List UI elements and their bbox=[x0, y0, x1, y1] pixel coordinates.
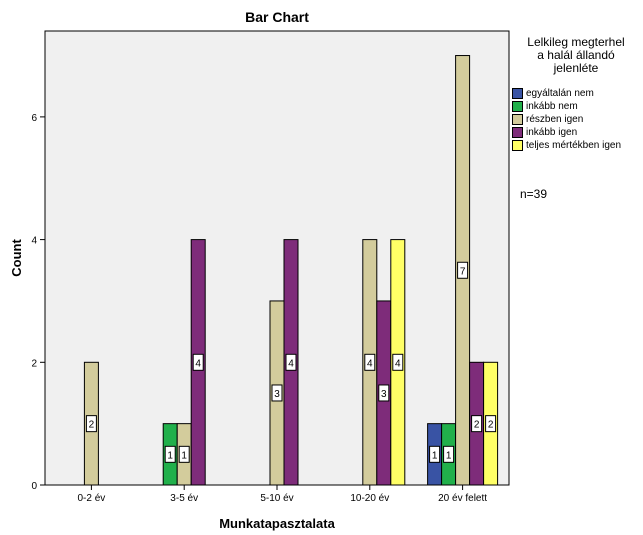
y-tick-label: 4 bbox=[31, 236, 37, 247]
data-label-box bbox=[85, 415, 97, 433]
data-label-box bbox=[429, 445, 441, 463]
legend-item: teljes mértékben igen bbox=[512, 139, 640, 152]
data-label-box bbox=[164, 445, 176, 463]
data-label: 2 bbox=[474, 420, 480, 431]
legend-items: egyáltalán nem inkább nem részben igen inká… bbox=[512, 87, 640, 152]
data-label-box bbox=[364, 353, 376, 371]
x-tick-label: 0-2 év bbox=[78, 493, 106, 504]
x-tick-label: 20 év felett bbox=[438, 493, 487, 504]
data-label-box bbox=[285, 353, 297, 371]
legend-item: egyáltalán nem bbox=[512, 87, 640, 100]
x-axis: 0-2 év 3-5 év 5-10 év 10-20 év 20 év felett bbox=[78, 485, 487, 504]
legend-title: Lelkileg megterhel a halál állandó jelen… bbox=[512, 36, 640, 75]
data-label: 1 bbox=[167, 450, 173, 461]
legend-swatch bbox=[512, 140, 523, 151]
legend-title-line: Lelkileg megterhel bbox=[527, 35, 625, 49]
y-axis-label: Count bbox=[9, 239, 24, 277]
data-label: 4 bbox=[195, 358, 201, 369]
chart-title: Bar Chart bbox=[245, 9, 309, 25]
legend-label: részben igen bbox=[526, 114, 584, 125]
data-label: 1 bbox=[432, 450, 438, 461]
y-axis: 0 2 4 6 bbox=[31, 113, 45, 492]
legend-label: inkább igen bbox=[526, 127, 578, 138]
legend-label: inkább nem bbox=[526, 101, 578, 112]
legend-item: inkább igen bbox=[512, 126, 640, 139]
legend-label: teljes mértékben igen bbox=[526, 140, 622, 151]
x-tick-label: 5-10 év bbox=[260, 493, 293, 504]
data-label-box bbox=[378, 384, 390, 402]
legend-swatch bbox=[512, 101, 523, 112]
data-label: 3 bbox=[381, 389, 387, 400]
legend-title-line: jelenléte bbox=[553, 61, 599, 75]
data-label: 3 bbox=[274, 389, 280, 400]
data-label-box bbox=[443, 445, 455, 463]
data-label-box bbox=[178, 445, 190, 463]
data-label-box bbox=[471, 415, 483, 433]
y-tick-label: 0 bbox=[31, 481, 37, 492]
x-axis-label: Munkatapasztalata bbox=[219, 516, 335, 531]
y-tick-label: 6 bbox=[31, 113, 37, 124]
data-label: 7 bbox=[460, 266, 466, 277]
data-label: 2 bbox=[488, 420, 494, 431]
data-label: 4 bbox=[395, 358, 401, 369]
legend: Lelkileg megterhel a halál állandó jelen… bbox=[512, 36, 640, 152]
data-label: 1 bbox=[446, 450, 452, 461]
data-label-box bbox=[457, 261, 469, 279]
x-tick-label: 3-5 év bbox=[170, 493, 198, 504]
legend-swatch bbox=[512, 88, 523, 99]
legend-swatch bbox=[512, 127, 523, 138]
data-label: 4 bbox=[367, 358, 373, 369]
legend-swatch bbox=[512, 114, 523, 125]
data-label-box bbox=[192, 353, 204, 371]
sample-size-note: n=39 bbox=[520, 187, 548, 201]
x-tick-label: 10-20 év bbox=[350, 493, 389, 504]
data-label-box bbox=[485, 415, 497, 433]
legend-label: egyáltalán nem bbox=[526, 88, 594, 99]
legend-item: inkább nem bbox=[512, 100, 640, 113]
data-label-box bbox=[392, 353, 404, 371]
data-label: 2 bbox=[89, 420, 95, 431]
legend-title-line: a halál állandó bbox=[537, 48, 615, 62]
legend-item: részben igen bbox=[512, 113, 640, 126]
data-label: 1 bbox=[181, 450, 187, 461]
data-label-box bbox=[271, 384, 283, 402]
y-tick-label: 2 bbox=[31, 358, 37, 369]
data-label: 4 bbox=[288, 358, 294, 369]
